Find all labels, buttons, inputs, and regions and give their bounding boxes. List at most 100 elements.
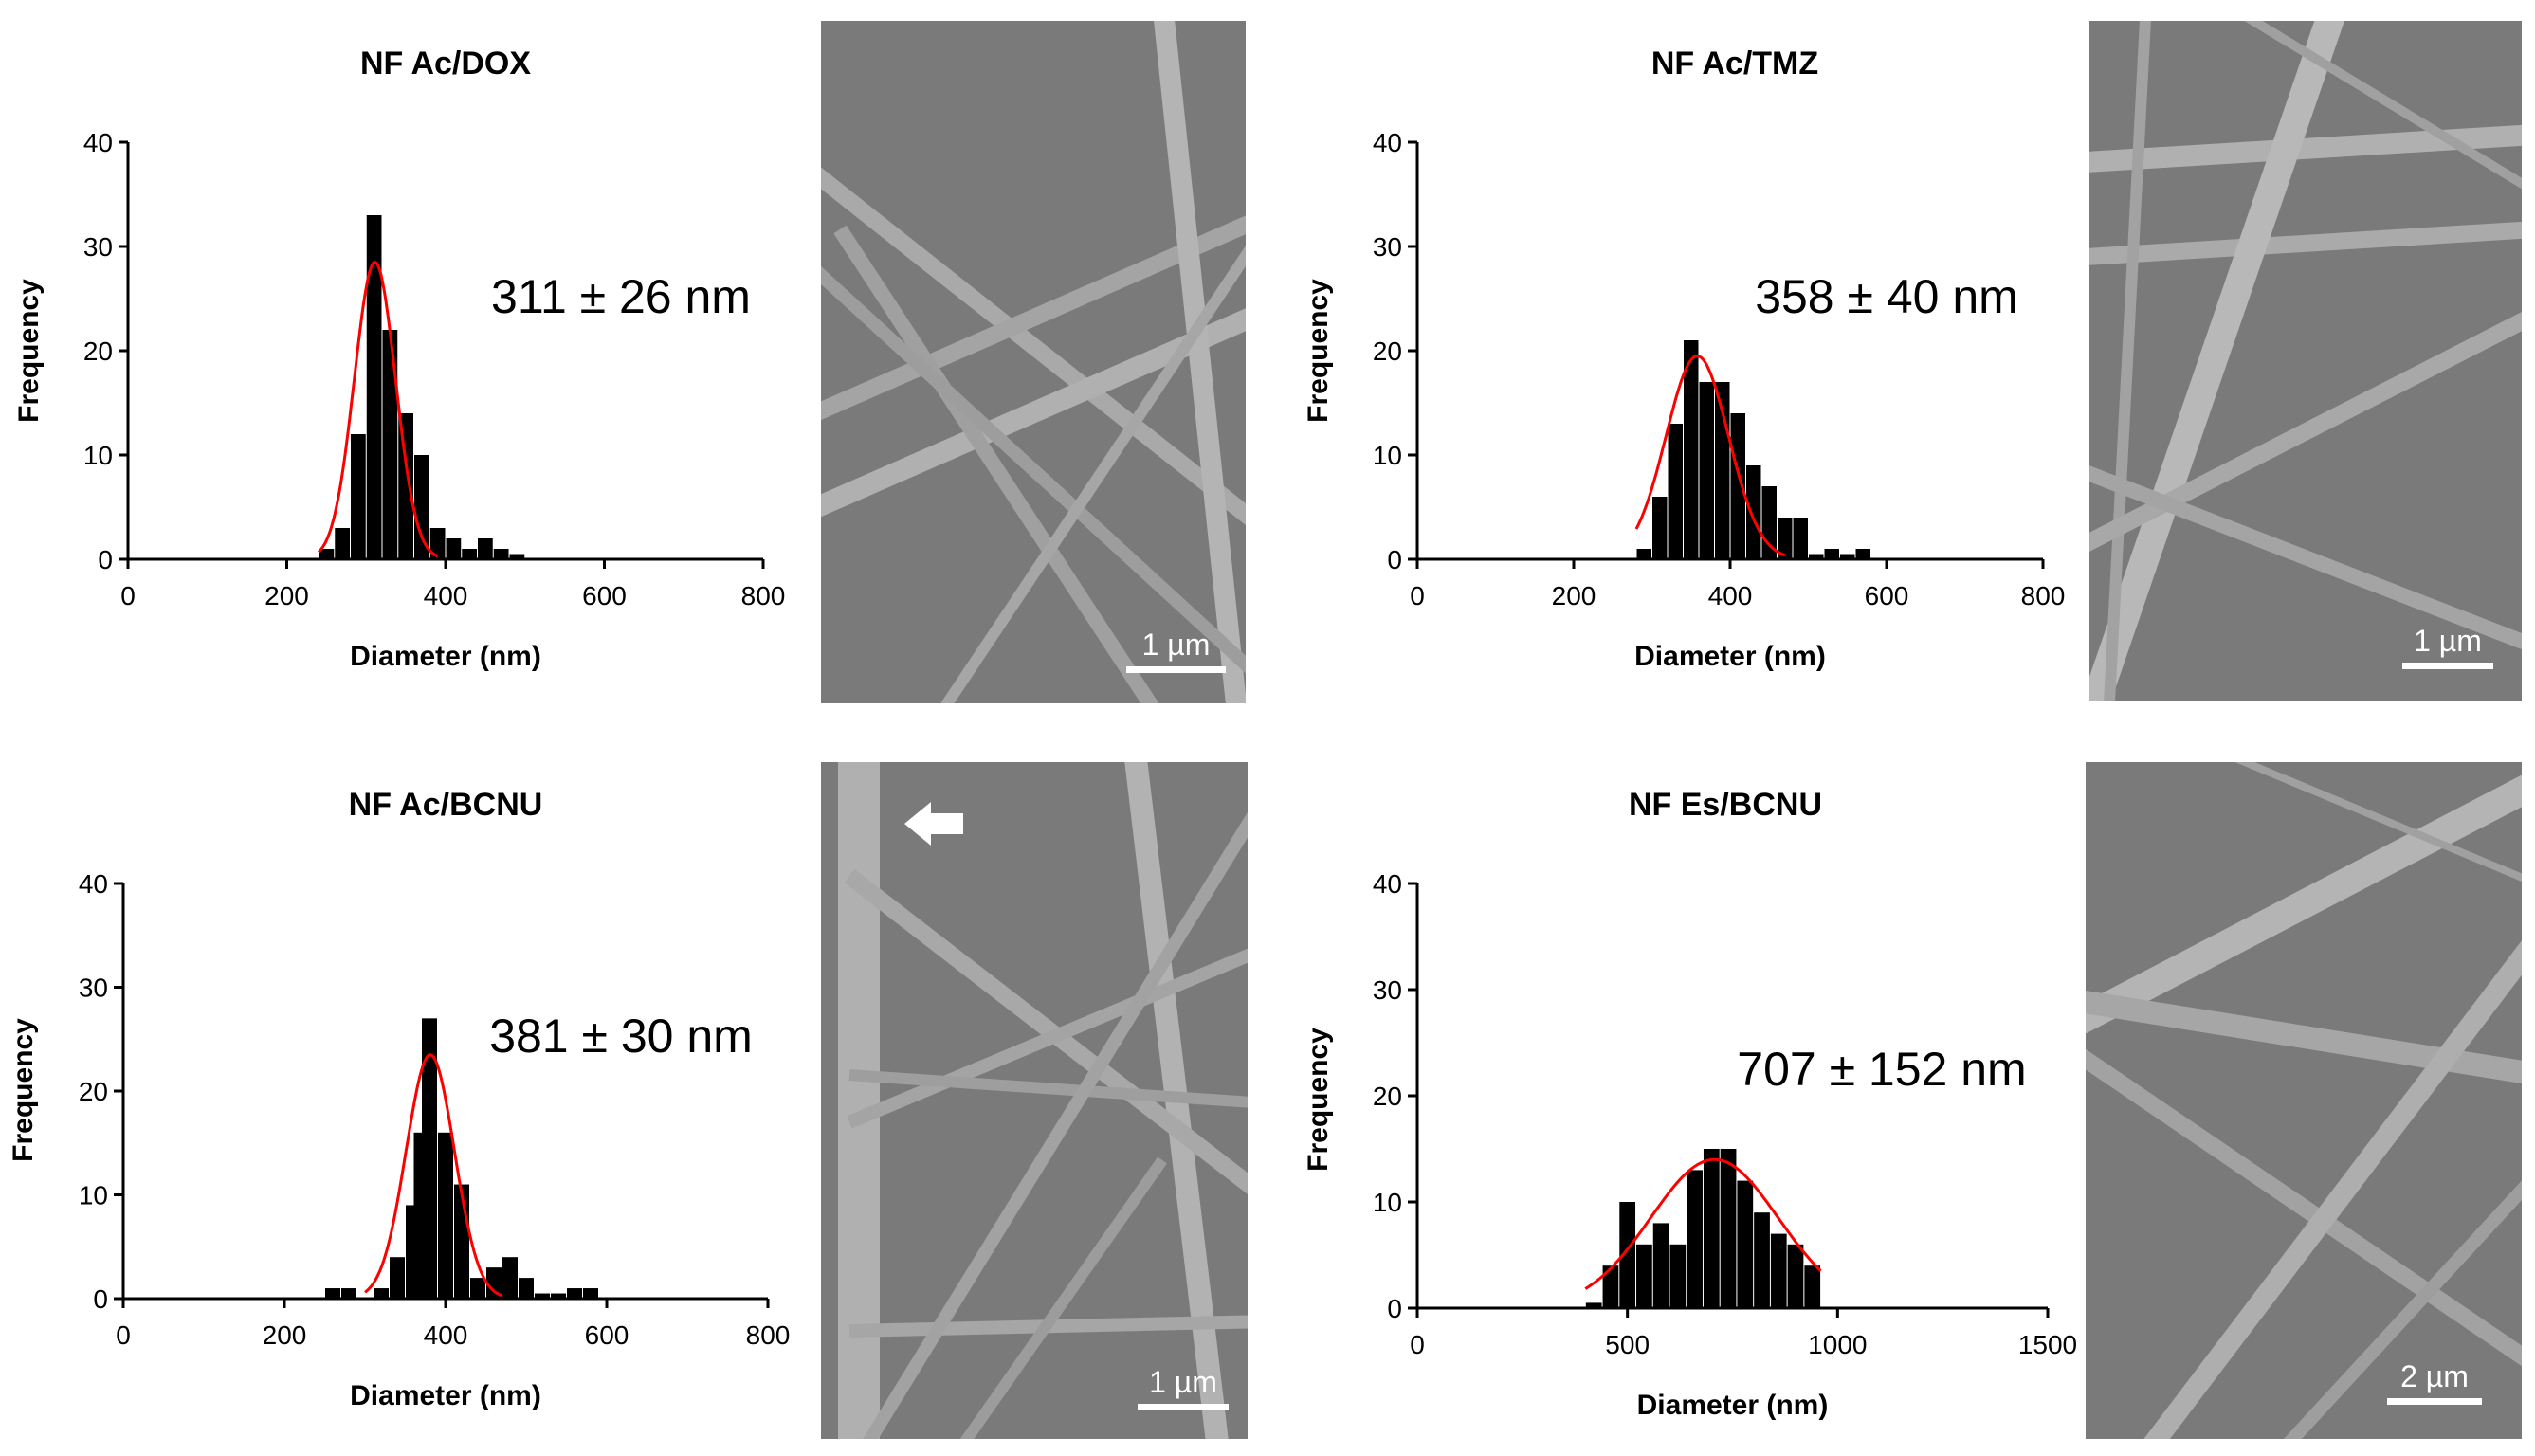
histogram-bar — [470, 1278, 485, 1299]
histogram-bar — [1824, 549, 1839, 559]
mean-sd-annotation: 381 ± 30 nm — [489, 1010, 753, 1063]
histogram-bar — [1809, 554, 1824, 559]
y-tick-label: 20 — [83, 337, 113, 366]
y-tick-label: 0 — [1387, 545, 1402, 574]
sem-fibers — [821, 21, 1246, 703]
y-tick-label: 40 — [1373, 128, 1402, 157]
x-tick-label: 600 — [585, 1320, 629, 1350]
histogram-bar — [429, 528, 446, 559]
y-tick-label: 30 — [83, 232, 113, 262]
histogram-bar — [1787, 1244, 1804, 1308]
scale-bar-line — [1138, 1404, 1229, 1410]
histogram-es-bcnu: NF Es/BCNU 0 10 20 30 40 0 500 1000 1500 Diameter … — [1303, 787, 2077, 1421]
x-tick-label: 200 — [264, 581, 309, 610]
y-tick-label: 20 — [1373, 1082, 1402, 1111]
sem-image-ac-bcnu: 1 µm — [821, 762, 1248, 1439]
scale-bar: 1 µm — [1126, 628, 1226, 673]
histogram-bar — [583, 1288, 598, 1299]
scale-bar-label: 1 µm — [1149, 1365, 1217, 1399]
y-tick-label: 20 — [1373, 337, 1402, 366]
gaussian-fit-line — [317, 260, 439, 558]
histogram-bar — [1636, 1244, 1652, 1308]
y-tick-label: 40 — [79, 869, 108, 899]
sem-fibers — [2086, 762, 2522, 1439]
histogram-bar — [567, 1288, 582, 1299]
chart-title: NF Ac/TMZ — [1651, 46, 1818, 82]
scale-bar-line — [2387, 1398, 2482, 1405]
histogram-bar — [462, 549, 477, 559]
chart-title: NF Ac/BCNU — [349, 787, 543, 823]
x-tick-label: 800 — [2021, 581, 2066, 610]
x-tick-label: 500 — [1605, 1330, 1650, 1359]
sem-fibers — [838, 762, 1248, 1439]
sem-image-ac-tmz: 1 µm — [2089, 21, 2522, 701]
scale-bar-label: 1 µm — [2414, 624, 2482, 658]
x-tick-label: 200 — [1552, 581, 1596, 610]
x-axis-label: Diameter (nm) — [1634, 641, 1826, 672]
gaussian-fit-line — [1634, 354, 1786, 557]
histogram-bar — [519, 1278, 534, 1299]
x-tick-label: 0 — [120, 581, 136, 610]
y-tick-label: 30 — [1373, 975, 1402, 1005]
histogram-bar — [502, 1257, 518, 1299]
histogram-bar — [335, 528, 350, 559]
scale-bar-label: 1 µm — [1141, 628, 1211, 662]
histogram-bar — [1636, 549, 1651, 559]
histogram-bar — [509, 554, 525, 559]
histogram-bar — [1602, 1265, 1619, 1308]
x-tick-label: 600 — [1865, 581, 1909, 610]
x-tick-label: 400 — [424, 581, 468, 610]
histogram-bar — [1684, 340, 1699, 559]
histogram-bar — [551, 1293, 566, 1299]
y-tick-label: 40 — [1373, 869, 1402, 899]
histogram-bar — [1703, 1149, 1720, 1308]
x-tick-label: 600 — [582, 581, 627, 610]
y-axis-label: Frequency — [1303, 279, 1334, 423]
x-tick-label: 400 — [1708, 581, 1753, 610]
histogram-bar — [366, 215, 382, 559]
histogram-bar — [1855, 549, 1870, 559]
sem-fibers — [2089, 21, 2522, 701]
x-tick-label: 1000 — [1808, 1330, 1867, 1359]
x-tick-label: 800 — [741, 581, 786, 610]
scale-bar: 1 µm — [2402, 624, 2493, 669]
mean-sd-annotation: 311 ± 26 nm — [491, 270, 751, 323]
chart-title: NF Es/BCNU — [1629, 787, 1822, 823]
x-tick-label: 800 — [746, 1320, 791, 1350]
y-axis-label: Frequency — [13, 279, 45, 423]
histogram-bar — [390, 1257, 405, 1299]
histogram-bar — [1652, 497, 1668, 559]
histogram-bar — [1737, 1180, 1754, 1308]
histogram-bar — [1793, 518, 1808, 559]
y-tick-label: 20 — [79, 1077, 108, 1106]
histogram-bar — [1730, 413, 1745, 559]
sem-image-es-bcnu: 2 µm — [2086, 762, 2522, 1439]
histogram-bar — [1652, 1223, 1669, 1308]
mean-sd-annotation: 358 ± 40 nm — [1755, 270, 2018, 323]
histogram-bar — [1770, 1233, 1787, 1308]
histogram-bar — [478, 538, 493, 559]
histogram-bar — [1687, 1170, 1703, 1308]
x-axis-label: Diameter (nm) — [350, 1380, 541, 1411]
histogram-bar — [319, 549, 335, 559]
histogram-bar — [1720, 1149, 1737, 1308]
x-tick-label: 1500 — [2018, 1330, 2077, 1359]
y-tick-label: 30 — [79, 974, 108, 1003]
y-tick-label: 30 — [1373, 232, 1402, 262]
histogram-bar — [1746, 465, 1761, 559]
y-axis-label: Frequency — [1303, 1028, 1334, 1172]
histogram-bar — [493, 549, 509, 559]
gaussian-fit-line — [364, 1053, 503, 1298]
y-tick-label: 40 — [83, 128, 113, 157]
y-tick-label: 10 — [79, 1181, 108, 1210]
histogram-bar — [438, 1132, 453, 1299]
histogram-bar — [1668, 424, 1683, 559]
histogram-bar — [325, 1288, 340, 1299]
x-tick-label: 0 — [116, 1320, 131, 1350]
scale-bar: 1 µm — [1138, 1365, 1229, 1410]
histogram-bar — [382, 330, 398, 559]
